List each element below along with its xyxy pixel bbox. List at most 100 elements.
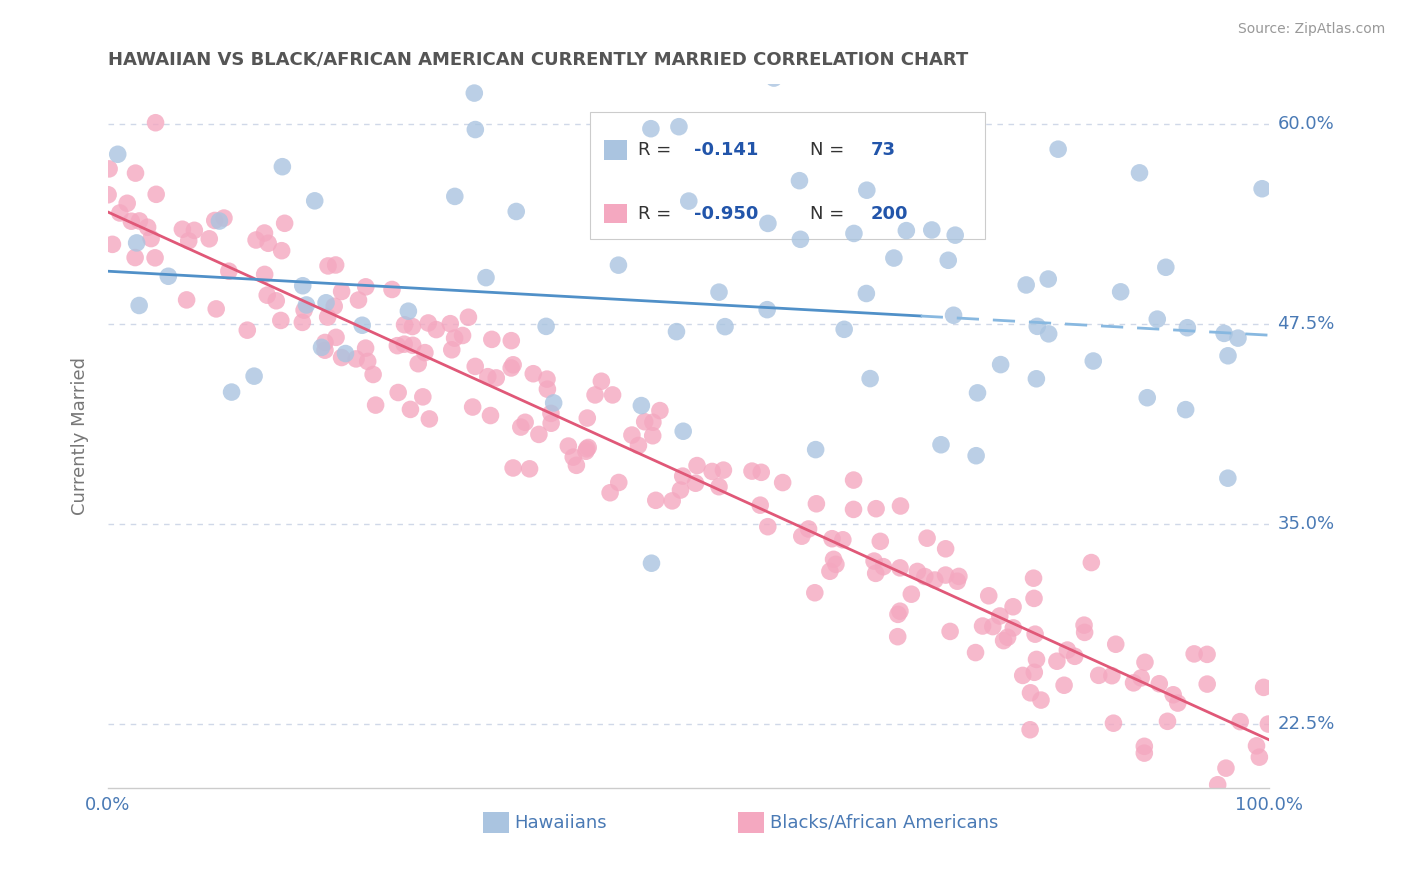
Point — [1105, 637, 1128, 651]
Point — [672, 469, 695, 483]
Point — [1025, 372, 1047, 386]
Point — [443, 189, 465, 203]
Point — [948, 569, 970, 583]
Point — [648, 403, 671, 417]
Point — [591, 374, 613, 388]
Point — [316, 259, 339, 273]
Point — [1174, 402, 1197, 417]
Point — [1146, 312, 1168, 326]
Point — [1101, 669, 1123, 683]
Point — [965, 646, 987, 660]
Point — [1024, 627, 1046, 641]
Point — [522, 367, 544, 381]
Point — [145, 187, 167, 202]
Point — [713, 463, 735, 477]
Text: Blacks/African Americans: Blacks/African Americans — [770, 814, 998, 832]
Point — [387, 339, 409, 353]
Point — [392, 337, 415, 351]
Point — [939, 624, 962, 639]
Point — [477, 369, 499, 384]
Bar — [603, 140, 627, 161]
Text: -0.141: -0.141 — [695, 141, 758, 160]
Point — [1128, 166, 1150, 180]
Point — [1216, 349, 1239, 363]
Point — [789, 232, 811, 246]
Point — [335, 346, 357, 360]
Point — [502, 358, 524, 372]
Point — [139, 231, 162, 245]
Point — [1053, 678, 1076, 692]
Point — [406, 357, 429, 371]
Point — [634, 415, 657, 429]
Point — [1056, 643, 1078, 657]
Point — [707, 285, 730, 300]
Point — [1038, 272, 1060, 286]
Point — [977, 589, 1000, 603]
Point — [942, 308, 965, 322]
Text: 22.5%: 22.5% — [1278, 714, 1334, 733]
Text: Source: ZipAtlas.com: Source: ZipAtlas.com — [1237, 22, 1385, 37]
Point — [176, 293, 198, 307]
Point — [1215, 761, 1237, 775]
Point — [527, 427, 550, 442]
Point — [665, 325, 688, 339]
Point — [661, 494, 683, 508]
Point — [177, 234, 200, 248]
Point — [607, 475, 630, 490]
Point — [749, 498, 772, 512]
Point — [354, 280, 377, 294]
Point — [107, 147, 129, 161]
Point — [1046, 654, 1069, 668]
Y-axis label: Currently Married: Currently Married — [72, 357, 89, 515]
Point — [540, 416, 562, 430]
Point — [457, 310, 479, 325]
Point — [501, 334, 523, 348]
Point — [1026, 319, 1049, 334]
Point — [98, 161, 121, 176]
Point — [1022, 571, 1045, 585]
Point — [536, 382, 558, 396]
Point — [1083, 354, 1105, 368]
Point — [330, 351, 353, 365]
Point — [485, 371, 508, 385]
Point — [381, 283, 404, 297]
Point — [865, 501, 887, 516]
Point — [534, 319, 557, 334]
Point — [1002, 599, 1025, 614]
Point — [143, 251, 166, 265]
Point — [115, 196, 138, 211]
Point — [856, 183, 879, 197]
Point — [869, 534, 891, 549]
Point — [900, 587, 922, 601]
Text: -0.950: -0.950 — [695, 204, 758, 223]
Point — [256, 288, 278, 302]
Point — [576, 411, 599, 425]
Point — [915, 531, 938, 545]
Point — [243, 369, 266, 384]
Point — [1253, 681, 1275, 695]
Point — [479, 409, 502, 423]
Point — [124, 251, 146, 265]
Point — [700, 465, 723, 479]
Text: Hawaiians: Hawaiians — [515, 814, 607, 832]
Point — [1073, 618, 1095, 632]
Point — [640, 556, 662, 570]
Point — [125, 235, 148, 250]
Point — [981, 619, 1004, 633]
Point — [1249, 750, 1271, 764]
Point — [859, 371, 882, 385]
Point — [644, 493, 666, 508]
Point — [818, 564, 841, 578]
Point — [402, 338, 425, 352]
Point — [509, 420, 531, 434]
Point — [481, 332, 503, 346]
Point — [886, 630, 908, 644]
Point — [357, 354, 380, 368]
Point — [245, 233, 267, 247]
Point — [515, 415, 537, 429]
Point — [1197, 677, 1219, 691]
Point — [364, 398, 387, 412]
Point — [641, 429, 664, 443]
Point — [565, 458, 588, 473]
Text: R =: R = — [638, 141, 678, 160]
